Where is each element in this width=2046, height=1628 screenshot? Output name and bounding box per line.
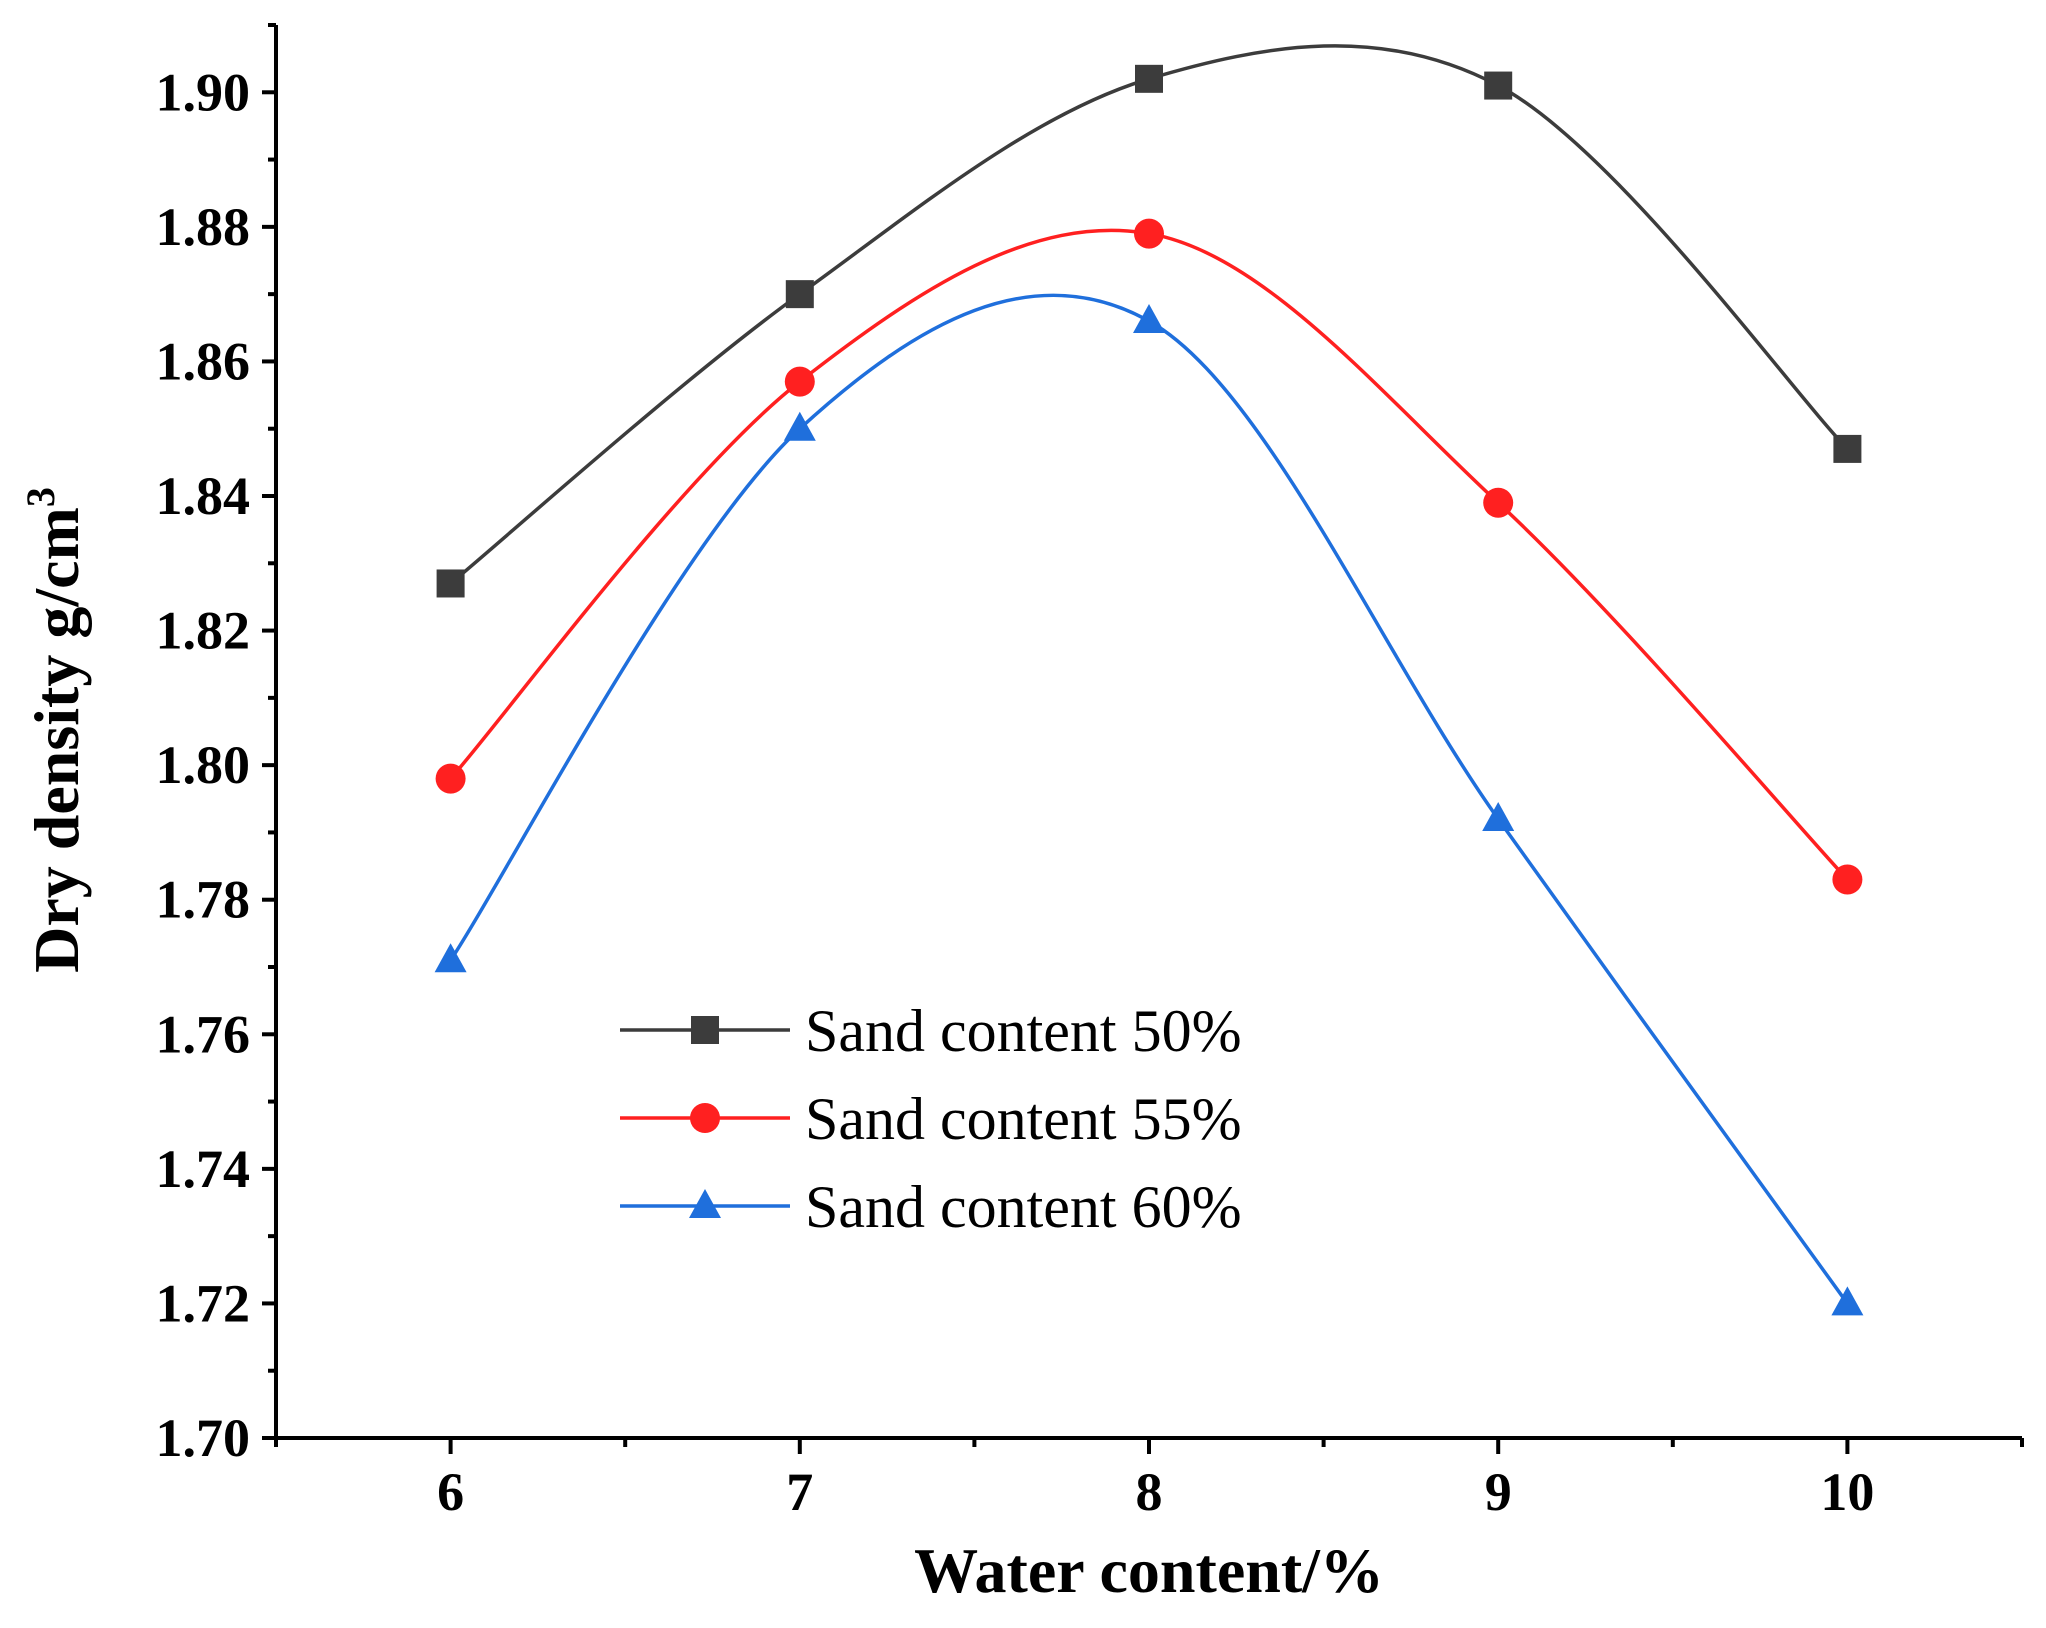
legend-marker: [690, 1103, 720, 1133]
legend-label: Sand content 50%: [805, 998, 1242, 1064]
series-line: [449, 293, 1849, 1305]
data-point: [1483, 487, 1514, 518]
data-point: [1135, 64, 1163, 93]
y-tick-label: 1.82: [156, 601, 251, 661]
series-1: [436, 44, 1862, 598]
data-point: [785, 280, 814, 309]
x-tick-label: 10: [1820, 1462, 1874, 1522]
y-tick-label: 1.72: [156, 1273, 251, 1333]
y-tick-label: 1.78: [156, 870, 251, 930]
legend: Sand content 50% Sand content 55% Sand con…: [620, 998, 1242, 1240]
y-axis-title-superscript: 3: [18, 487, 63, 507]
x-tick-label: 9: [1485, 1462, 1512, 1522]
series-3: [434, 293, 1864, 1316]
legend-label: Sand content 60%: [805, 1174, 1242, 1240]
data-point: [434, 943, 467, 973]
x-tick-label: 6: [437, 1462, 464, 1522]
y-tick-label: 1.80: [156, 735, 251, 795]
x-axis-title: Water content/%: [914, 1535, 1384, 1606]
series-layer: [434, 44, 1864, 1316]
data-point: [784, 366, 815, 397]
y-axis-title: Dry density g/cm3: [18, 487, 92, 973]
data-point: [435, 763, 466, 794]
x-tick-label: 7: [786, 1462, 813, 1522]
legend-marker: [691, 1016, 719, 1044]
data-point: [1831, 1286, 1864, 1316]
y-tick-label: 1.74: [156, 1139, 251, 1199]
series-2: [435, 218, 1863, 895]
legend-marker: [689, 1189, 721, 1218]
x-ticks: 6 7 8 9 10: [274, 1438, 2024, 1522]
legend-label: Sand content 55%: [805, 1086, 1242, 1152]
data-point: [1133, 304, 1165, 334]
data-point: [1833, 434, 1862, 463]
data-point: [1482, 801, 1515, 831]
y-ticks: 1.70 1.72 1.74 1.76 1.78 1.80 1.82 1.84 1.86 1.88…: [156, 23, 276, 1468]
data-point: [436, 569, 465, 598]
data-point: [1484, 71, 1513, 100]
y-tick-label: 1.90: [156, 62, 251, 122]
y-tick-label: 1.70: [156, 1408, 251, 1468]
legend-item: Sand content 55%: [620, 1086, 1242, 1152]
data-point: [1134, 218, 1164, 249]
data-point: [1832, 864, 1863, 895]
y-tick-label: 1.84: [156, 466, 251, 526]
data-point: [783, 411, 816, 441]
y-axis-title-main: Dry density g/cm: [21, 507, 92, 973]
legend-item: Sand content 50%: [620, 998, 1242, 1064]
y-tick-label: 1.76: [156, 1004, 251, 1064]
legend-item: Sand content 60%: [620, 1174, 1242, 1240]
x-tick-label: 8: [1136, 1462, 1163, 1522]
y-tick-label: 1.86: [156, 331, 251, 391]
y-tick-label: 1.88: [156, 197, 251, 257]
